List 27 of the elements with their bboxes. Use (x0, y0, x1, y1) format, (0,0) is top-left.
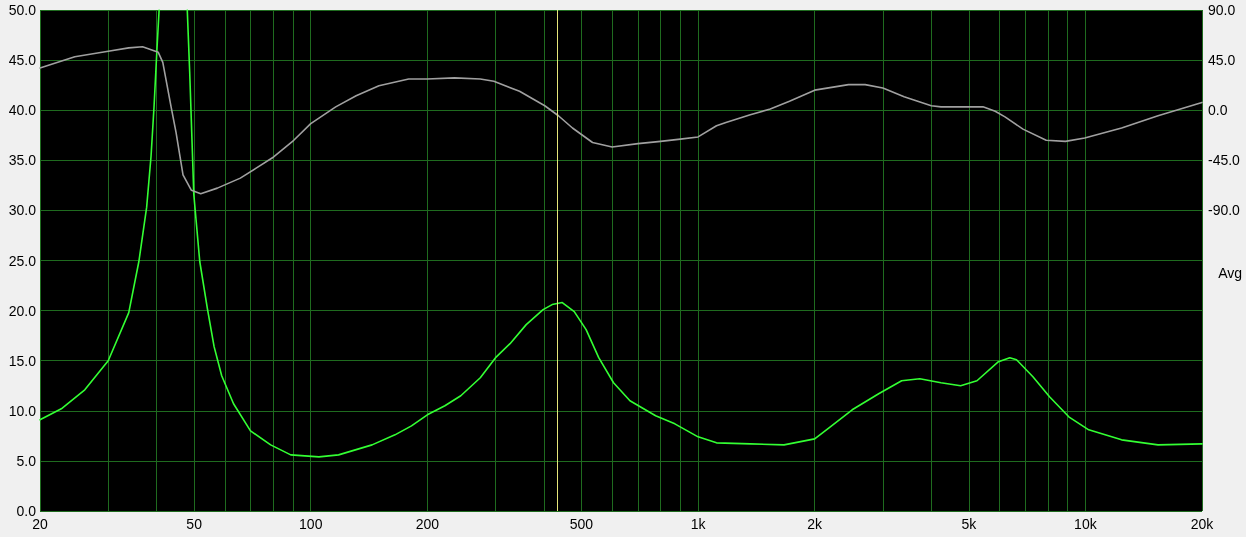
y-tick-label: 5.0 (16, 452, 37, 469)
y-tick-label: 35.0 (8, 152, 37, 169)
x-tick-label: 1k (690, 516, 707, 532)
x-tick-label: 100 (299, 516, 323, 532)
y-tick-label: 30.0 (8, 202, 37, 219)
x-tick-label: 50 (186, 516, 203, 532)
x-tick-label: 2k (807, 516, 824, 532)
y-tick-label: 10.0 (8, 402, 37, 419)
y-tick-label: 20.0 (8, 302, 37, 319)
x-tick-label: 5k (961, 516, 978, 532)
y-tick-label: 50.0 (8, 2, 37, 18)
text: Avg (1218, 264, 1242, 281)
y-tick-label: 15.0 (8, 352, 37, 369)
x-tick-label: 20k (1190, 516, 1215, 532)
y2-tick-label: 0.0 (1208, 102, 1228, 119)
x-tick-label: 10k (1074, 516, 1098, 532)
y-tick-label: 40.0 (8, 102, 37, 119)
y2-tick-label: -45.0 (1208, 152, 1241, 169)
x-tick-label: 200 (415, 516, 440, 532)
y2-tick-label: 90.0 (1208, 2, 1236, 18)
y-tick-label: 45.0 (8, 52, 37, 69)
x-tick-label: 500 (569, 516, 594, 532)
y2-tick-label: 45.0 (1208, 52, 1236, 69)
x-tick-label: 20 (32, 516, 48, 532)
y-tick-label: 25.0 (8, 252, 37, 269)
y-tick-label: 0.0 (16, 503, 37, 519)
y2-tick-label: -90.0 (1208, 202, 1241, 219)
